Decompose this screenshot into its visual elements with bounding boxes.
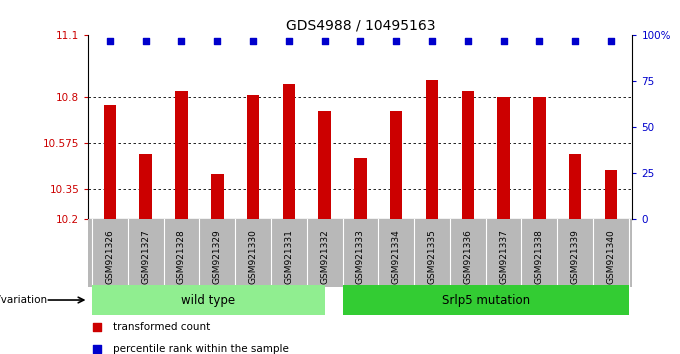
Text: GSM921340: GSM921340 — [607, 229, 615, 284]
Text: GSM921331: GSM921331 — [284, 229, 293, 285]
Bar — [354, 158, 367, 219]
Bar — [462, 91, 474, 219]
Point — [391, 38, 402, 44]
Bar — [569, 154, 581, 219]
Point — [176, 38, 187, 44]
Text: GSM921333: GSM921333 — [356, 229, 365, 285]
Bar — [318, 111, 331, 219]
Point — [498, 38, 509, 44]
Point — [211, 38, 222, 44]
Point — [284, 38, 294, 44]
Text: GSM921336: GSM921336 — [463, 229, 473, 285]
Text: GSM921332: GSM921332 — [320, 229, 329, 284]
Point — [570, 38, 581, 44]
Bar — [605, 170, 617, 219]
Text: GSM921335: GSM921335 — [428, 229, 437, 285]
Text: GSM921330: GSM921330 — [248, 229, 258, 285]
Text: GSM921326: GSM921326 — [105, 229, 114, 284]
Text: GSM921328: GSM921328 — [177, 229, 186, 284]
Title: GDS4988 / 10495163: GDS4988 / 10495163 — [286, 19, 435, 33]
Text: transformed count: transformed count — [113, 322, 210, 332]
Bar — [497, 97, 510, 219]
Bar — [283, 85, 295, 219]
Point — [462, 38, 473, 44]
Text: GSM921334: GSM921334 — [392, 229, 401, 284]
Text: GSM921327: GSM921327 — [141, 229, 150, 284]
Bar — [426, 80, 438, 219]
Bar — [103, 105, 116, 219]
Text: percentile rank within the sample: percentile rank within the sample — [113, 344, 289, 354]
Point — [355, 38, 366, 44]
Bar — [211, 175, 224, 219]
Bar — [92, 285, 324, 315]
Bar — [533, 97, 545, 219]
Bar — [175, 91, 188, 219]
Point — [605, 38, 616, 44]
Point — [140, 38, 151, 44]
Point — [319, 38, 330, 44]
Text: GSM921337: GSM921337 — [499, 229, 508, 285]
Point — [91, 325, 102, 330]
Point — [105, 38, 116, 44]
Point — [426, 38, 437, 44]
Bar — [247, 95, 259, 219]
Point — [534, 38, 545, 44]
Point — [91, 346, 102, 352]
Text: genotype/variation: genotype/variation — [0, 295, 48, 305]
Text: wild type: wild type — [182, 293, 235, 307]
Text: Srlp5 mutation: Srlp5 mutation — [441, 293, 530, 307]
Text: GSM921329: GSM921329 — [213, 229, 222, 284]
Bar — [343, 285, 629, 315]
Point — [248, 38, 258, 44]
Text: GSM921338: GSM921338 — [535, 229, 544, 285]
Bar — [390, 111, 403, 219]
Bar — [139, 154, 152, 219]
Text: GSM921339: GSM921339 — [571, 229, 579, 285]
